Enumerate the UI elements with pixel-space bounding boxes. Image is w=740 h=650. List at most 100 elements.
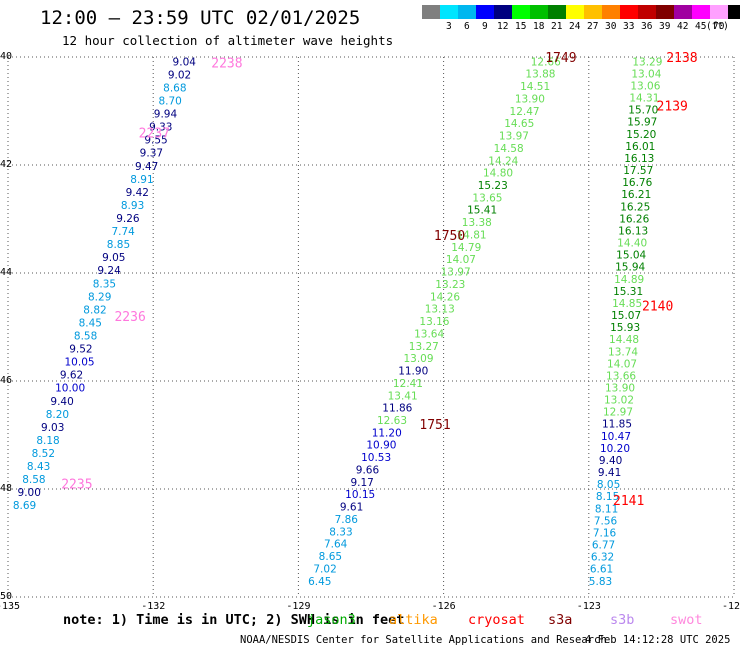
legend-swatch [656, 5, 674, 19]
legend-label: 42 [677, 21, 689, 32]
wave-height-value: 14.31 [629, 93, 659, 105]
wave-height-value: 9.40 [50, 396, 73, 408]
satellite-cryosat: cryosat [468, 612, 525, 628]
wave-height-value: 6.77 [592, 540, 615, 552]
track-time-label: 2237 [139, 127, 170, 142]
wave-height-value: 10.47 [601, 431, 631, 443]
wave-height-value: 8.15 [596, 491, 619, 503]
lon-tick-label: -132 [141, 601, 166, 612]
wave-height-value: 13.06 [630, 80, 660, 92]
legend-swatch [728, 5, 740, 19]
track-time-label: 2238 [211, 56, 242, 71]
legend-label: 39 [659, 21, 671, 32]
lon-tick-label: -129 [286, 601, 311, 612]
wave-height-value: 15.04 [616, 250, 646, 262]
wave-height-value: 15.94 [615, 262, 645, 274]
wave-height-value: 9.37 [140, 148, 163, 160]
wave-height-value: 10.53 [361, 452, 391, 464]
wave-height-value: 9.47 [135, 161, 158, 173]
wave-height-value: 6.61 [590, 564, 613, 576]
wave-height-value: 14.51 [520, 81, 550, 93]
wave-height-value: 8.70 [158, 95, 181, 107]
wave-height-value: 10.05 [65, 357, 95, 369]
wave-height-value: 9.26 [116, 213, 140, 225]
wave-height-value: 9.17 [350, 477, 373, 489]
track-time-label: 2138 [666, 51, 697, 66]
track-time-label: 1749 [545, 51, 576, 66]
map-title: 12:00 – 23:59 UTC 02/01/2025 [40, 7, 361, 29]
wave-height-value: 15.41 [467, 205, 497, 217]
wave-height-value: 7.56 [594, 515, 618, 527]
satellite-jason3: jason3 [307, 612, 356, 628]
wave-height-value: 11.85 [602, 419, 632, 431]
track-time-label: 2236 [114, 310, 145, 325]
wave-height-value: 12.47 [510, 106, 540, 118]
wave-height-value: 9.94 [154, 109, 178, 121]
legend-label: 3 [446, 21, 452, 32]
wave-height-value: 13.90 [605, 383, 635, 395]
wave-height-value: 8.68 [163, 82, 186, 94]
wave-height-value: 11.86 [382, 403, 412, 415]
wave-height-value: 15.31 [613, 286, 643, 298]
legend-swatch [476, 5, 494, 19]
legend-label: 27 [587, 21, 599, 32]
lat-tick-label: 46 [0, 375, 13, 386]
legend-swatch [494, 5, 512, 19]
wave-height-value: 15.93 [610, 322, 640, 334]
legend-label: 45 [695, 21, 707, 32]
wave-height-value: 12.41 [393, 378, 423, 390]
wave-height-value: 9.00 [18, 487, 41, 499]
legend-swatch [638, 5, 656, 19]
wave-height-value: 15.70 [628, 105, 658, 117]
wave-height-value: 16.76 [622, 177, 652, 189]
lat-tick-label: 50 [0, 591, 13, 602]
wave-height-value: 10.20 [600, 443, 630, 455]
wave-height-value: 9.02 [168, 69, 191, 81]
lat-tick-label: 42 [0, 159, 13, 170]
legend-label: 70 [713, 21, 725, 32]
wave-height-value: 8.58 [74, 330, 97, 342]
legend-swatch [692, 5, 710, 19]
wave-height-value: 8.43 [27, 461, 50, 473]
wave-height-value: 13.90 [515, 93, 545, 105]
wave-height-value: 11.20 [372, 427, 402, 439]
wave-height-value: 12.97 [603, 407, 633, 419]
wave-height-value: 7.64 [324, 539, 348, 551]
wave-height-value: 8.20 [46, 409, 69, 421]
wave-height-value: 8.29 [88, 291, 111, 303]
wave-height-value: 9.41 [598, 467, 621, 479]
wave-height-value: 8.82 [83, 304, 106, 316]
wave-height-value: 13.09 [403, 353, 433, 365]
wave-height-value: 13.64 [414, 328, 444, 340]
wave-height-value: 14.89 [614, 274, 644, 286]
wave-height-value: 14.65 [504, 118, 534, 130]
credit-line: NOAA/NESDIS Center for Satellite Applica… [240, 634, 607, 646]
wave-height-value: 10.15 [345, 489, 375, 501]
wave-height-value: 13.27 [409, 341, 439, 353]
wave-height-value: 14.58 [494, 143, 524, 155]
wave-height-value: 15.23 [478, 180, 508, 192]
legend-label: 6 [464, 21, 470, 32]
track-time-label: 2141 [613, 494, 644, 509]
wave-height-value: 9.40 [599, 455, 622, 467]
wave-height-value: 13.97 [441, 267, 471, 279]
wave-height-value: 5.83 [589, 576, 612, 588]
wave-height-value: 11.90 [398, 366, 428, 378]
legend-swatch [440, 5, 458, 19]
wave-height-value: 15.07 [611, 310, 641, 322]
footnote: note: 1) Time is in UTC; 2) SWH is in fe… [63, 612, 405, 628]
wave-height-value: 13.41 [388, 390, 418, 402]
legend-label: 12 [497, 21, 509, 32]
wave-height-value: 8.45 [79, 317, 102, 329]
wave-height-value: 6.32 [591, 552, 614, 564]
satellite-altika: altika [389, 612, 438, 628]
wave-height-value: 9.05 [102, 252, 125, 264]
wave-height-value: 14.07 [607, 358, 637, 370]
wave-height-value: 12.63 [377, 415, 407, 427]
wave-height-value: 13.38 [462, 217, 492, 229]
track-time-label: 2139 [657, 100, 688, 115]
lon-tick-label: -135 [0, 601, 21, 612]
wave-height-value: 7.16 [593, 527, 617, 539]
satellite-s3b: s3b [610, 612, 635, 628]
